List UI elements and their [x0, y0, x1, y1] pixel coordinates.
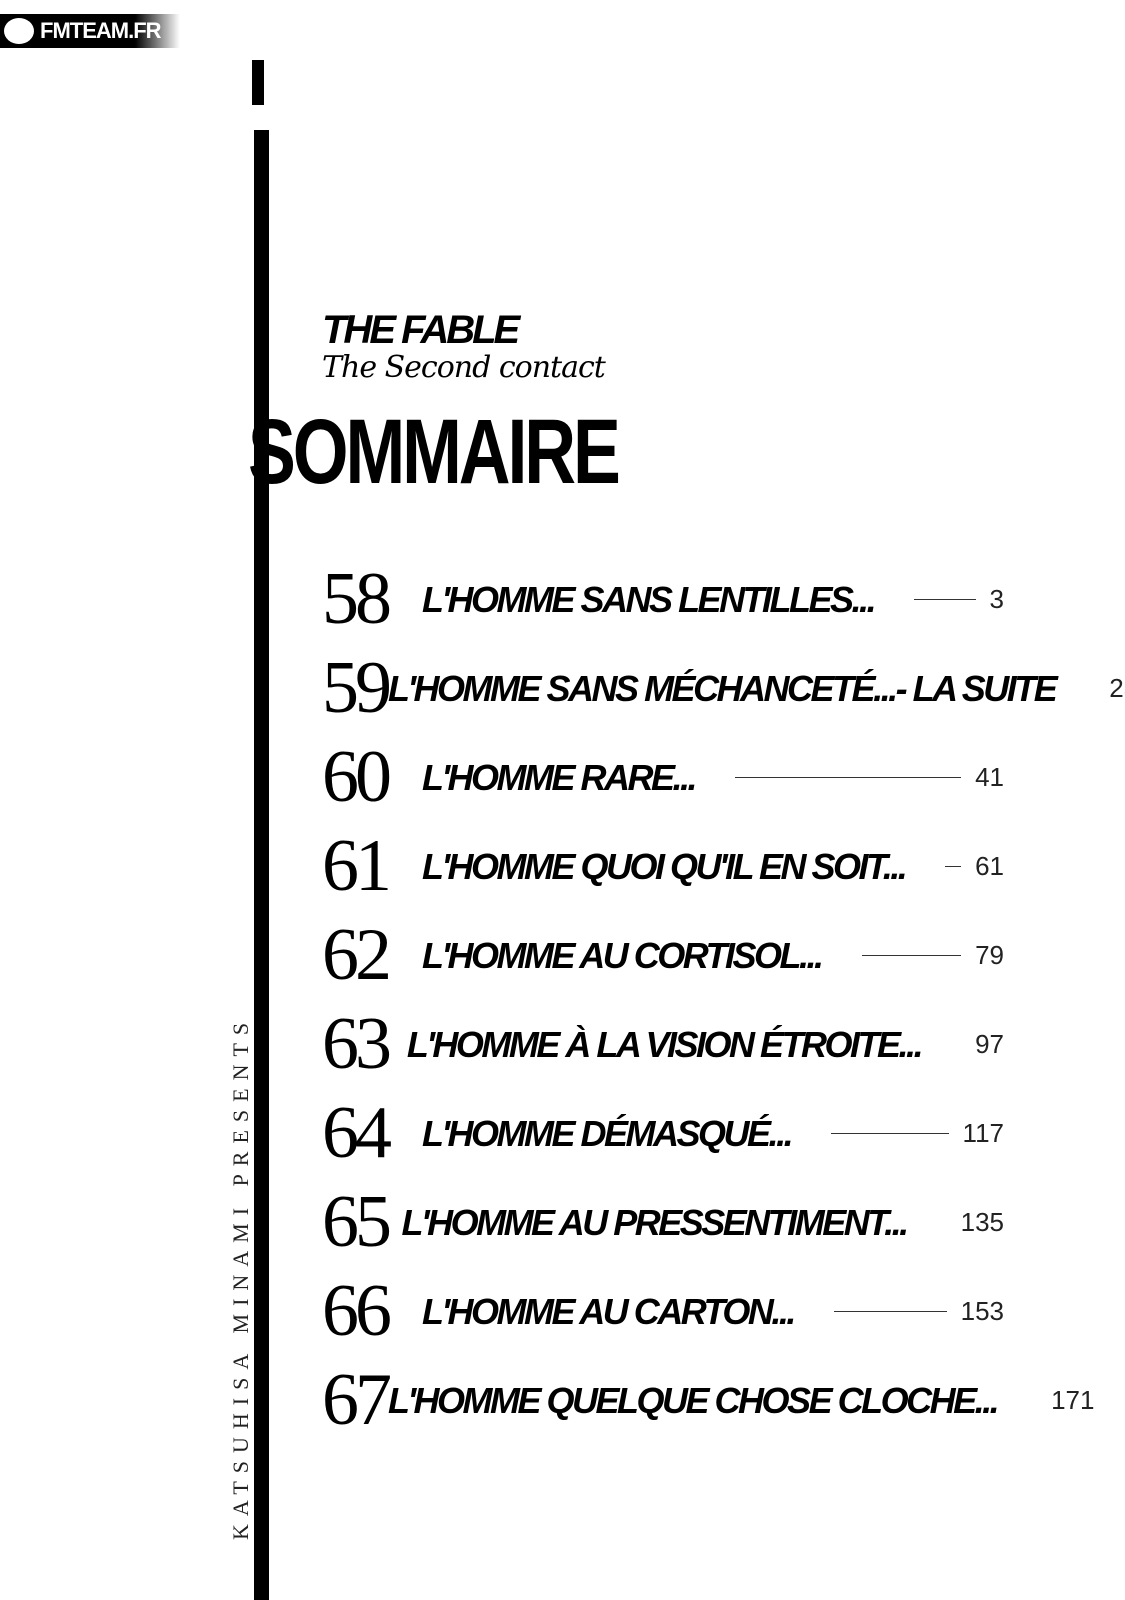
chapter-title: L'HOMME QUOI QU'IL EN SOIT... — [422, 845, 908, 887]
page-number: 61 — [975, 851, 1004, 881]
chapter-title: L'HOMME DÉMASQUÉ... — [422, 1112, 794, 1154]
chapter-number: 61 — [322, 825, 392, 907]
logo-icon — [4, 18, 34, 44]
toc-entry: 64 L'HOMME DÉMASQUÉ... 117 — [322, 1089, 1004, 1178]
chapter-number: 67 — [322, 1359, 392, 1441]
page-number: 97 — [975, 1029, 1004, 1059]
leader-line — [914, 599, 976, 600]
chapter-number: 60 — [322, 736, 392, 818]
watermark-text: FMTEAM.FR — [40, 18, 162, 43]
chapter-title: L'HOMME SANS LENTILLES... — [422, 578, 877, 620]
page-number: 117 — [962, 1118, 1004, 1148]
toc-entry: 66 L'HOMME AU CARTON... 153 — [322, 1267, 1004, 1356]
chapter-number: 62 — [322, 914, 392, 996]
decor-bar — [252, 60, 264, 105]
watermark: FMTEAM.FR — [0, 14, 180, 48]
decor-bar — [254, 130, 269, 1600]
toc-entry: 63 L'HOMME À LA VISION ÉTROITE... 97 — [322, 1000, 1004, 1089]
page-number: 153 — [960, 1296, 1004, 1326]
chapter-title: L'HOMME RARE... — [422, 756, 698, 798]
toc-entry: 67 L'HOMME QUELQUE CHOSE CLOCHE... 171 — [322, 1356, 1094, 1445]
author-credit: KATSUHISA MINAMI PRESENTS — [228, 1014, 253, 1540]
page-number: 79 — [975, 940, 1004, 970]
toc-entry: 60 L'HOMME RARE... 41 — [322, 733, 1004, 822]
leader-line — [833, 1311, 947, 1312]
toc-entry: 62 L'HOMME AU CORTISOL... 79 — [322, 911, 1004, 1000]
chapter-number: 63 — [322, 1003, 392, 1085]
chapter-title: L'HOMME AU CORTISOL... — [422, 934, 824, 976]
series-subtitle: The Second contact — [322, 350, 606, 385]
toc-entry: 65 L'HOMME AU PRESSENTIMENT... 135 — [322, 1178, 1004, 1267]
heading: SOMMAIRE — [248, 401, 621, 503]
chapter-number: 66 — [322, 1270, 392, 1352]
leader-line — [735, 777, 962, 778]
chapter-title: L'HOMME AU PRESSENTIMENT... — [401, 1201, 910, 1243]
leader-line — [945, 866, 962, 867]
chapter-title: L'HOMME SANS MÉCHANCETÉ...- LA SUITE — [388, 667, 1058, 709]
page-number: 3 — [989, 584, 1004, 614]
page-number: 41 — [975, 762, 1004, 792]
chapter-title: L'HOMME À LA VISION ÉTROITE... — [406, 1023, 924, 1065]
leader-line — [831, 1133, 949, 1134]
leader-line — [861, 955, 962, 956]
page-number: 135 — [960, 1207, 1004, 1237]
toc: 58 L'HOMME SANS LENTILLES... 3 59 L'HOMME SA… — [322, 555, 1125, 1445]
chapter-title: L'HOMME QUELQUE CHOSE CLOCHE... — [388, 1379, 1000, 1421]
page-number: 171 — [1051, 1385, 1095, 1415]
toc-entry: 58 L'HOMME SANS LENTILLES... 3 — [322, 555, 1004, 644]
chapter-title: L'HOMME AU CARTON... — [422, 1290, 796, 1332]
chapter-number: 64 — [322, 1092, 392, 1174]
chapter-number: 58 — [322, 558, 392, 640]
series-title: THE FABLE — [322, 308, 520, 352]
chapter-number: 59 — [322, 647, 392, 729]
chapter-number: 65 — [322, 1181, 392, 1263]
toc-entry: 61 L'HOMME QUOI QU'IL EN SOIT... 61 — [322, 822, 1004, 911]
page-number: 23 — [1109, 673, 1125, 703]
toc-entry: 59L'HOMME SANS MÉCHANCETÉ...- LA SUITE 23 — [322, 644, 1125, 733]
